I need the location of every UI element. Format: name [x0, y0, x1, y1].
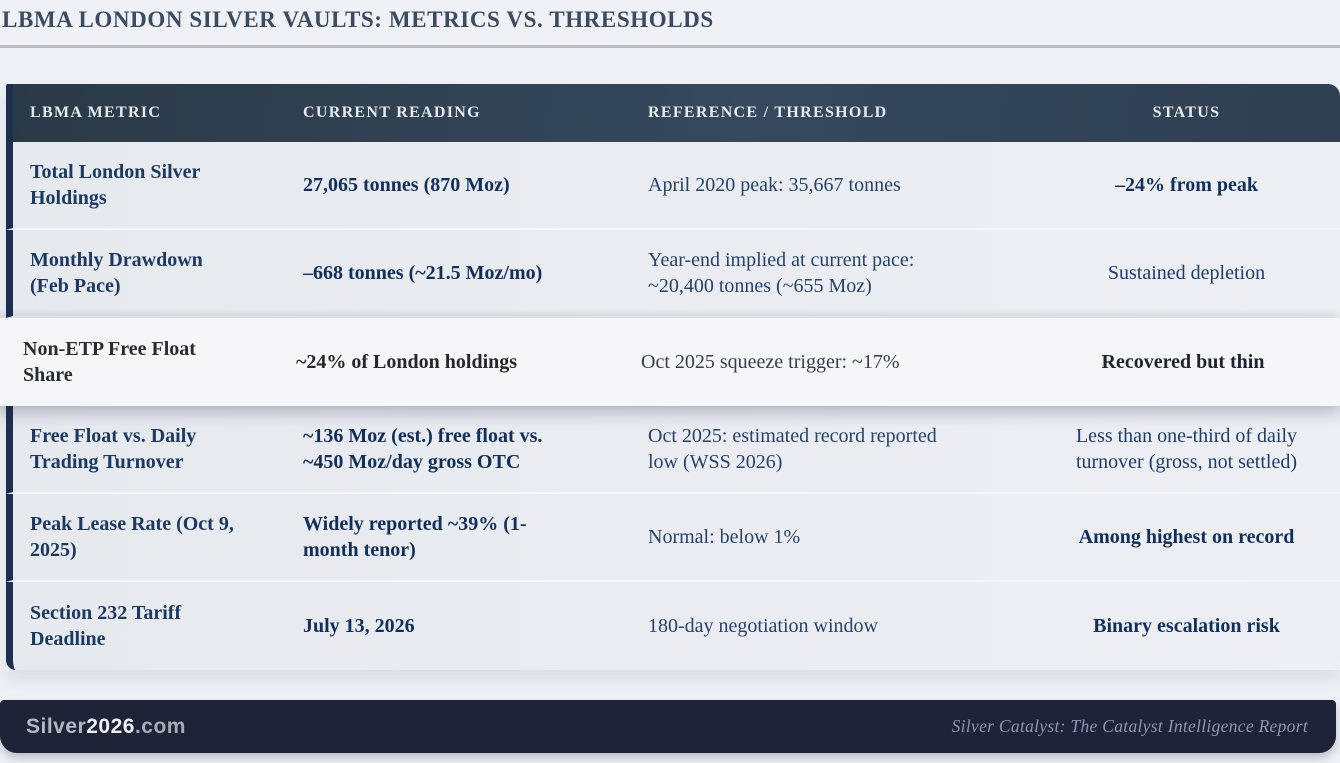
table-row: Peak Lease Rate (Oct 9, 2025) Widely rep…: [6, 494, 1340, 582]
header-cell-status: STATUS: [1152, 104, 1221, 121]
metric-cell: Non-ETP Free Float Share: [23, 338, 196, 386]
status-cell: Sustained depletion: [1107, 262, 1266, 284]
status-cell: Recovered but thin: [1101, 351, 1265, 373]
metric-cell: Monthly Drawdown (Feb Pace): [30, 249, 203, 297]
table-row: Non-ETP Free Float Share ~24% of London …: [0, 318, 1340, 406]
brand-prefix: Silver: [26, 714, 87, 738]
table-row: Monthly Drawdown (Feb Pace) –668 tonnes …: [6, 230, 1340, 318]
metrics-table: LBMA METRIC CURRENT READING REFERENCE / …: [0, 84, 1340, 670]
status-cell: –24% from peak: [1115, 174, 1258, 196]
reference-cell: 180-day negotiation window: [648, 615, 878, 637]
status-cell: Among highest on record: [1078, 526, 1295, 548]
metric-cell: Free Float vs. Daily Trading Turnover: [30, 425, 197, 473]
metric-cell: Total London Silver Holdings: [30, 161, 201, 209]
metric-cell: Section 232 Tariff Deadline: [30, 602, 182, 650]
current-reading-cell: ~24% of London holdings: [296, 351, 518, 373]
reference-cell: Normal: below 1%: [648, 526, 801, 548]
page-title: LBMA LONDON SILVER VAULTS: METRICS VS. T…: [2, 7, 714, 32]
reference-cell: April 2020 peak: 35,667 tonnes: [648, 174, 901, 196]
brand-year: 2026: [86, 714, 135, 738]
metric-cell: Peak Lease Rate (Oct 9, 2025): [30, 513, 234, 561]
status-cell: Less than one-third of daily turnover (g…: [1075, 425, 1298, 473]
brand-text: Silver2026.com: [26, 715, 186, 739]
footer-bar: Silver2026.com Silver Catalyst: The Cata…: [0, 700, 1336, 753]
status-cell: Binary escalation risk: [1093, 615, 1280, 637]
current-reading-cell: –668 tonnes (~21.5 Moz/mo): [303, 262, 543, 284]
table-row: Total London Silver Holdings 27,065 tonn…: [6, 142, 1340, 230]
header-cell-metric: LBMA METRIC: [30, 104, 162, 121]
table-row: Section 232 Tariff Deadline July 13, 202…: [6, 582, 1340, 670]
footer-tagline: Silver Catalyst: The Catalyst Intelligen…: [951, 716, 1308, 736]
header-cell-current: CURRENT READING: [303, 104, 481, 121]
table-row: Free Float vs. Daily Trading Turnover ~1…: [6, 406, 1340, 494]
reference-cell: Oct 2025: estimated record reported low …: [648, 425, 937, 473]
table-header: LBMA METRIC CURRENT READING REFERENCE / …: [6, 84, 1340, 142]
header-cell-reference: REFERENCE / THRESHOLD: [648, 104, 888, 121]
title-divider: [0, 45, 1340, 48]
brand-suffix: .com: [134, 714, 186, 738]
table-body: Total London Silver Holdings 27,065 tonn…: [0, 142, 1340, 670]
current-reading-cell: July 13, 2026: [303, 615, 415, 637]
current-reading-cell: 27,065 tonnes (870 Moz): [303, 174, 510, 196]
current-reading-cell: Widely reported ~39% (1-month tenor): [303, 513, 527, 561]
reference-cell: Oct 2025 squeeze trigger: ~17%: [641, 351, 900, 373]
current-reading-cell: ~136 Moz (est.) free float vs. ~450 Moz/…: [303, 425, 543, 473]
reference-cell: Year-end implied at current pace: ~20,40…: [648, 249, 915, 297]
